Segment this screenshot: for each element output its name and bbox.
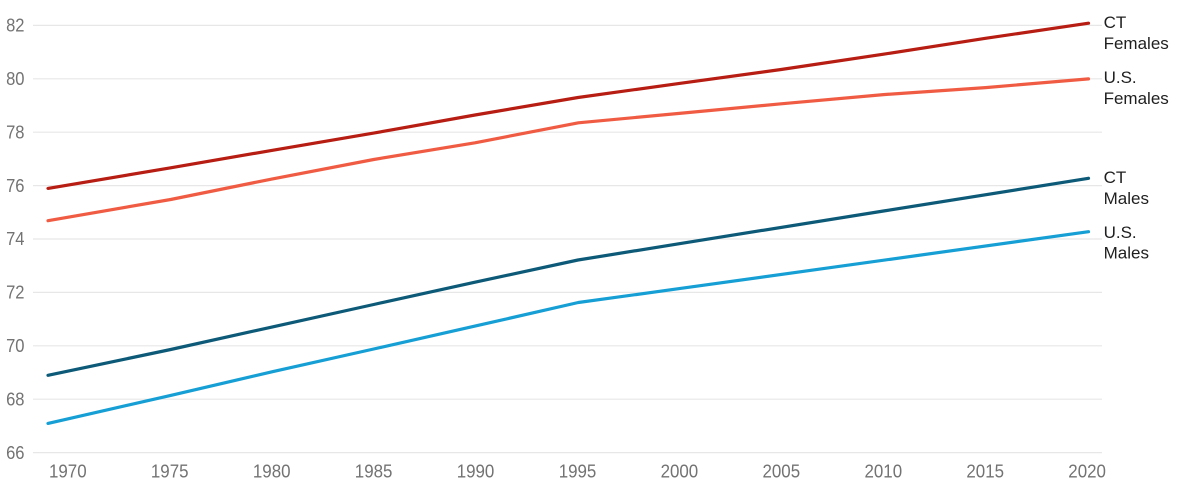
svg-text:1985: 1985	[355, 461, 393, 482]
svg-text:CT: CT	[1104, 168, 1127, 187]
svg-text:82: 82	[6, 15, 24, 36]
svg-text:1980: 1980	[253, 461, 291, 482]
svg-text:66: 66	[6, 442, 24, 463]
svg-text:78: 78	[6, 121, 24, 142]
svg-text:Males: Males	[1104, 189, 1149, 208]
svg-text:72: 72	[6, 282, 24, 303]
svg-text:1975: 1975	[151, 461, 189, 482]
svg-text:2005: 2005	[763, 461, 801, 482]
svg-text:70: 70	[6, 335, 24, 356]
svg-text:2020: 2020	[1068, 461, 1106, 482]
svg-text:1990: 1990	[457, 461, 495, 482]
svg-text:U.S.: U.S.	[1104, 223, 1137, 242]
svg-text:80: 80	[6, 68, 24, 89]
svg-text:Females: Females	[1104, 34, 1169, 53]
svg-text:2010: 2010	[865, 461, 903, 482]
svg-text:2000: 2000	[661, 461, 699, 482]
svg-text:U.S.: U.S.	[1104, 68, 1137, 87]
svg-text:CT: CT	[1104, 13, 1127, 32]
svg-text:1995: 1995	[559, 461, 597, 482]
svg-text:2015: 2015	[966, 461, 1004, 482]
svg-text:68: 68	[6, 388, 24, 409]
svg-text:76: 76	[6, 175, 24, 196]
svg-text:Males: Males	[1104, 244, 1149, 263]
svg-text:1970: 1970	[49, 461, 87, 482]
svg-text:Females: Females	[1104, 89, 1169, 108]
svg-text:74: 74	[6, 228, 24, 249]
